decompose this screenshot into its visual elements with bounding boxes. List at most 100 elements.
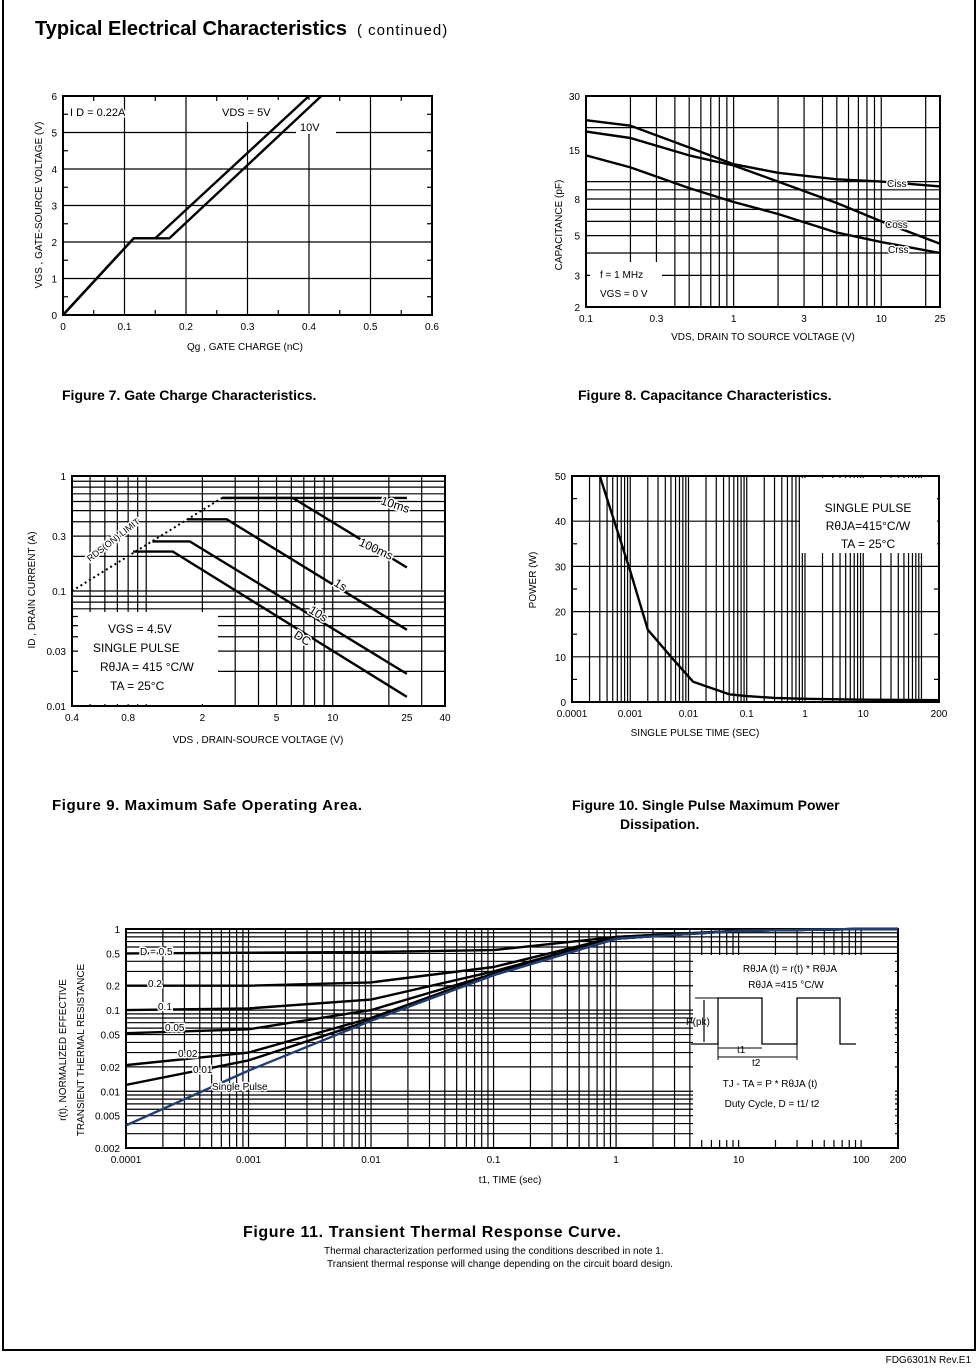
y-tick-label: 0.002 [95, 1144, 120, 1155]
series-line-coss [585, 130, 941, 245]
x-tick-label: 10 [327, 713, 339, 724]
y-tick-label: 5 [574, 232, 580, 243]
x-tick-label: 0.001 [618, 709, 643, 720]
plot-frame [125, 928, 899, 1149]
series-line-single-pulse [125, 927, 898, 1127]
y-axis-label: r(t), NORMALIZED EFFECTIVE [58, 979, 69, 1121]
legend-box [296, 120, 336, 134]
x-tick-label: 1 [731, 314, 737, 325]
x-axis-label: VDS, DRAIN TO SOURCE VOLTAGE (V) [671, 332, 855, 343]
tick-labels: 0 0.1 0.2 0.3 0.4 0.5 0.6 0 1 2 3 4 5 6 [51, 92, 439, 333]
plot-frame [62, 95, 433, 316]
y-tick-label: 40 [555, 517, 567, 528]
series-line-rds-on-limit [71, 497, 223, 592]
x-tick-label: 0.1 [118, 322, 132, 333]
y-tick-label: 0.05 [101, 1031, 121, 1042]
x-axis-label: SINGLE PULSE TIME (SEC) [631, 728, 760, 739]
series-label: 0.05 [165, 1023, 185, 1034]
chart-figure-8: Ciss Coss Crss f = 1 MHz VGS = 0 V 0.1 0.3 1 3 10… [554, 92, 946, 343]
y-tick-label: 0.03 [47, 647, 67, 658]
x-tick-label: 0.001 [236, 1155, 261, 1166]
annotation-text: f = 1 MHz [600, 270, 643, 281]
series-label: 0.2 [148, 979, 162, 990]
x-axis-label: Qg , GATE CHARGE (nC) [187, 342, 303, 353]
y-tick-label: 30 [569, 92, 581, 103]
tick-labels: 0.0001 0.001 0.01 0.1 1 10 200 0 10 20 30 40 50 [555, 472, 948, 720]
x-tick-label: 2 [200, 713, 206, 724]
x-tick-label: 0.3 [241, 322, 255, 333]
series-label: 0.1 [158, 1002, 172, 1013]
y-tick-label: 0.01 [101, 1087, 121, 1098]
x-tick-label: 200 [890, 1155, 907, 1166]
x-tick-label: 100 [853, 1155, 870, 1166]
x-tick-label: 3 [801, 314, 807, 325]
series-line-10v [62, 95, 323, 316]
y-tick-label: 0.01 [47, 702, 67, 713]
y-tick-label: 0.5 [106, 949, 120, 960]
x-tick-label: 1 [802, 709, 808, 720]
series-line-crss [585, 154, 941, 255]
annotation-text: RθJA = 415 °C/W [100, 660, 195, 674]
legend-box [590, 262, 662, 306]
series-line-100ms [222, 496, 408, 569]
y-tick-label: 0.02 [101, 1063, 121, 1074]
y-tick-label: 0 [51, 311, 57, 322]
y-axis-label: VGS , GATE-SOURCE VOLTAGE (V) [34, 122, 45, 289]
annotation-text: SINGLE PULSE [825, 501, 912, 515]
annotation-text: TA = 25°C [841, 537, 896, 551]
x-tick-label: 25 [401, 713, 413, 724]
y-tick-label: 15 [569, 146, 581, 157]
annotation-text: RθJA (t) = r(t) * RθJA [743, 964, 838, 975]
x-tick-label: 0.1 [579, 314, 593, 325]
x-tick-label: 5 [274, 713, 280, 724]
annotation-text: t2 [752, 1058, 761, 1069]
document-footer: FDG6301N Rev.E1 [885, 1355, 971, 1366]
series-label: 0.01 [193, 1065, 213, 1076]
note-line-2: Transient thermal response will change d… [327, 1259, 673, 1270]
x-tick-label: 0.1 [487, 1155, 501, 1166]
x-tick-label: 0.01 [361, 1155, 381, 1166]
x-tick-label: 0.2 [179, 322, 193, 333]
annotation-text: SINGLE PULSE [93, 641, 180, 655]
figure-10-caption-line2: Dissipation. [620, 816, 700, 832]
x-tick-label: 0.5 [364, 322, 378, 333]
legend-box [800, 478, 937, 553]
y-tick-label: 1 [51, 275, 57, 286]
figure-7-caption: Figure 7. Gate Charge Characteristics. [62, 387, 317, 403]
grid [62, 95, 433, 316]
chart-figure-11: D = 0.5 0.2 0.1 0.05 0.02 0.01 Single Pulse RθJ… [58, 925, 907, 1186]
series-label: Crss [888, 245, 909, 256]
y-tick-label: 2 [51, 238, 57, 249]
series-label: D = 0.5 [140, 947, 173, 958]
series-line-1s [187, 518, 408, 631]
annotation-text: RθJA=415°C/W [826, 519, 911, 533]
x-tick-label: 0 [60, 322, 66, 333]
x-tick-label: 10 [858, 709, 870, 720]
y-tick-label: 20 [555, 608, 567, 619]
y-tick-label: 10 [555, 653, 567, 664]
pulse-waveform [691, 997, 856, 1045]
x-tick-label: 0.4 [65, 713, 79, 724]
figure-10-caption: Figure 10. Single Pulse Maximum Power [572, 797, 840, 813]
annotation-text: RθJA =415 °C/W [748, 980, 824, 991]
figure-11-caption: Figure 11. Transient Thermal Response Cu… [243, 1224, 622, 1241]
y-axis-label: ID , DRAIN CURRENT (A) [27, 531, 38, 648]
page-title: Typical Electrical Characteristics ( cont… [35, 18, 448, 41]
y-tick-label: 3 [574, 271, 580, 282]
x-tick-label: 40 [439, 713, 451, 724]
legend-box [218, 100, 318, 122]
x-tick-label: 10 [876, 314, 888, 325]
y-tick-label: 6 [51, 92, 57, 103]
y-tick-label: 2 [574, 303, 580, 314]
legend-box [78, 612, 218, 704]
y-tick-label: 0.1 [106, 1006, 120, 1017]
series-label: 0.02 [178, 1049, 198, 1060]
title-text: Typical Electrical Characteristics [35, 18, 348, 40]
series-label: Ciss [887, 179, 906, 190]
x-tick-label: 0.6 [425, 322, 439, 333]
series-line-10s [152, 540, 408, 675]
y-tick-label: 5 [51, 129, 57, 140]
y-tick-label: 0.3 [52, 532, 66, 543]
tick-labels: 0.1 0.3 1 3 10 25 2 3 5 8 15 30 [569, 92, 946, 325]
